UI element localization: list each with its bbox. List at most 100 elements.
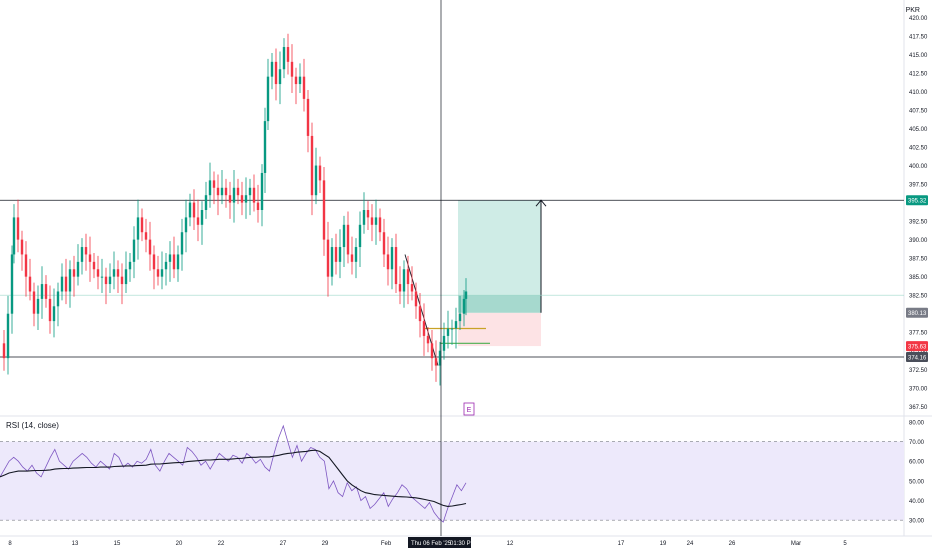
candle-body bbox=[144, 232, 148, 240]
candle-body bbox=[228, 195, 232, 203]
price-tick-label: 387.50 bbox=[909, 257, 928, 263]
candle-body bbox=[6, 313, 10, 359]
candle-body bbox=[358, 224, 362, 248]
price-label-text: 380.13 bbox=[908, 311, 927, 317]
candle-body bbox=[124, 269, 128, 285]
candle-body bbox=[290, 61, 294, 77]
price-axis[interactable]: 420.00 417.50 415.00 412.50 410.00 407.50 405.… bbox=[906, 16, 928, 411]
candle-body bbox=[330, 247, 334, 277]
candle-body bbox=[434, 358, 438, 366]
candle-body bbox=[458, 313, 462, 322]
crosshair-time-text: 01:30 PM bbox=[450, 541, 476, 547]
candle-body bbox=[382, 232, 386, 255]
candle-body bbox=[68, 269, 72, 292]
candle-body bbox=[28, 276, 32, 292]
price-label-text: 374.16 bbox=[908, 355, 927, 361]
candle-body bbox=[80, 247, 84, 262]
candle-body bbox=[224, 187, 228, 196]
time-tick-label: Feb bbox=[381, 541, 392, 547]
candle-body bbox=[298, 76, 302, 85]
position-tool[interactable] bbox=[458, 199, 547, 347]
rsi-indicator-label[interactable]: RSI (14, close) bbox=[6, 421, 59, 430]
candle-body bbox=[168, 254, 172, 262]
candle-body bbox=[370, 217, 374, 225]
price-tick-label: 382.50 bbox=[909, 294, 928, 300]
candle-body bbox=[350, 254, 354, 262]
price-tick-label: 405.00 bbox=[909, 127, 928, 133]
candle-body bbox=[72, 269, 76, 277]
time-tick-label: 26 bbox=[729, 541, 736, 547]
candle-body bbox=[398, 284, 402, 292]
candle-body bbox=[236, 187, 240, 196]
candle-body bbox=[402, 269, 406, 292]
candle-body bbox=[248, 187, 252, 196]
price-label-box bbox=[906, 195, 928, 206]
candle-body bbox=[406, 269, 410, 285]
candle-body bbox=[112, 269, 116, 277]
candle-body bbox=[160, 269, 164, 277]
earnings-marker[interactable]: E bbox=[467, 407, 472, 414]
time-axis[interactable]: 8 13 15 20 22 27 29 Feb 12 17 19 24 26 Mar 5 bbox=[8, 541, 847, 547]
time-tick-label: 27 bbox=[280, 541, 287, 547]
candle-body bbox=[394, 247, 398, 285]
candle-body bbox=[464, 291, 468, 299]
candle-body bbox=[156, 269, 160, 277]
candle-body bbox=[378, 217, 382, 233]
candle-body bbox=[164, 261, 168, 270]
time-tick-label: 13 bbox=[72, 541, 79, 547]
price-tick-label: 410.00 bbox=[909, 90, 928, 96]
candle-body bbox=[326, 239, 330, 277]
price-tick-label: 370.00 bbox=[909, 386, 928, 392]
price-tick-label: 420.00 bbox=[909, 16, 928, 22]
candle-body bbox=[462, 298, 466, 314]
candlestick-series bbox=[2, 33, 468, 386]
candle-body bbox=[60, 276, 64, 292]
price-tick-label: 407.50 bbox=[909, 109, 928, 115]
candle-body bbox=[108, 276, 112, 285]
candle-body bbox=[322, 180, 326, 240]
time-tick-label: 17 bbox=[618, 541, 625, 547]
candle-body bbox=[172, 254, 176, 270]
time-tick-label: 24 bbox=[687, 541, 694, 547]
crosshair-date-box bbox=[408, 537, 471, 548]
candle-body bbox=[338, 247, 342, 262]
candle-body bbox=[16, 217, 20, 240]
candle-body bbox=[56, 291, 60, 307]
earnings-marker-box[interactable] bbox=[463, 402, 475, 416]
candle-body bbox=[64, 276, 68, 292]
price-tick-label: 392.50 bbox=[909, 220, 928, 226]
candle-body bbox=[128, 261, 132, 270]
candle-body bbox=[208, 180, 212, 196]
candle-body bbox=[76, 261, 80, 277]
candle-body bbox=[274, 61, 278, 85]
time-tick-label: Mar bbox=[791, 541, 801, 547]
candle-body bbox=[152, 254, 156, 270]
rsi-ma-line bbox=[0, 449, 467, 507]
candle-body bbox=[266, 76, 270, 122]
price-tick-label: 367.50 bbox=[909, 405, 928, 411]
candle-body bbox=[438, 350, 442, 366]
price-tick-label: 400.00 bbox=[909, 164, 928, 170]
rsi-band-fill bbox=[0, 441, 904, 521]
currency-label: PKR bbox=[905, 7, 920, 14]
price-tick-label: 377.50 bbox=[909, 331, 928, 337]
candle-body bbox=[286, 47, 290, 62]
candle-body bbox=[24, 254, 28, 277]
candle-body bbox=[362, 210, 366, 225]
rsi-tick-label: 70.00 bbox=[909, 440, 925, 446]
candle-body bbox=[120, 276, 124, 285]
price-label-box bbox=[906, 341, 928, 352]
candle-body bbox=[140, 217, 144, 233]
candle-body bbox=[176, 254, 180, 270]
price-label-text: 395.32 bbox=[908, 199, 927, 205]
candle-body bbox=[263, 121, 267, 173]
candle-body bbox=[44, 284, 48, 299]
profit-zone-filled bbox=[458, 295, 541, 313]
candle-body bbox=[10, 254, 14, 314]
candle-body bbox=[188, 202, 192, 218]
candle-body bbox=[240, 195, 244, 203]
candle-body bbox=[256, 202, 260, 210]
rsi-tick-label: 80.00 bbox=[909, 420, 925, 426]
